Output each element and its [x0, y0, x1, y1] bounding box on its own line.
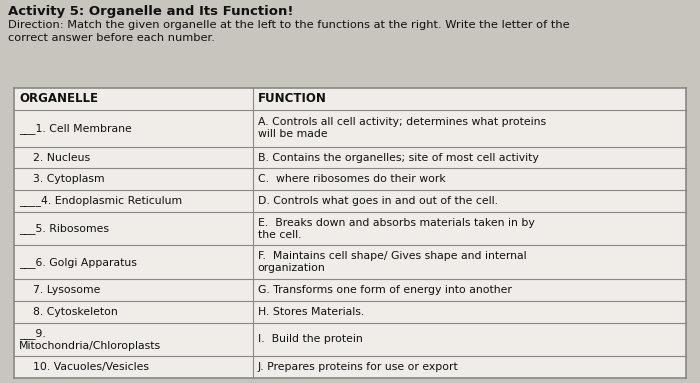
Text: F.  Maintains cell shape/ Gives shape and internal
organization: F. Maintains cell shape/ Gives shape and… [258, 251, 526, 273]
Text: ___9.
Mitochondria/Chloroplasts: ___9. Mitochondria/Chloroplasts [19, 328, 161, 351]
Text: 3. Cytoplasm: 3. Cytoplasm [19, 174, 104, 184]
Text: C.  where ribosomes do their work: C. where ribosomes do their work [258, 174, 445, 184]
Text: G. Transforms one form of energy into another: G. Transforms one form of energy into an… [258, 285, 512, 295]
Text: ___6. Golgi Apparatus: ___6. Golgi Apparatus [19, 257, 137, 268]
Text: Activity 5: Organelle and Its Function!: Activity 5: Organelle and Its Function! [8, 5, 293, 18]
Text: 7. Lysosome: 7. Lysosome [19, 285, 100, 295]
Text: ORGANELLE: ORGANELLE [19, 92, 98, 105]
Text: D. Controls what goes in and out of the cell.: D. Controls what goes in and out of the … [258, 196, 498, 206]
Text: B. Contains the organelles; site of most cell activity: B. Contains the organelles; site of most… [258, 152, 538, 162]
Text: Direction: Match the given organelle at the left to the functions at the right. : Direction: Match the given organelle at … [8, 20, 570, 30]
Bar [14, 88, 686, 378]
Text: ___5. Ribosomes: ___5. Ribosomes [19, 223, 109, 234]
Text: correct answer before each number.: correct answer before each number. [8, 33, 215, 43]
Text: H. Stores Materials.: H. Stores Materials. [258, 307, 364, 317]
Text: I.  Build the protein: I. Build the protein [258, 334, 363, 344]
Text: FUNCTION: FUNCTION [258, 92, 326, 105]
Text: 8. Cytoskeleton: 8. Cytoskeleton [19, 307, 118, 317]
Text: A. Controls all cell activity; determines what proteins
will be made: A. Controls all cell activity; determine… [258, 117, 546, 139]
Text: 10. Vacuoles/Vesicles: 10. Vacuoles/Vesicles [19, 362, 149, 372]
Text: E.  Breaks down and absorbs materials taken in by
the cell.: E. Breaks down and absorbs materials tak… [258, 218, 534, 240]
Text: 2. Nucleus: 2. Nucleus [19, 152, 90, 162]
Text: J. Prepares proteins for use or export: J. Prepares proteins for use or export [258, 362, 459, 372]
Text: ____4. Endoplasmic Reticulum: ____4. Endoplasmic Reticulum [19, 195, 182, 206]
Text: ___1. Cell Membrane: ___1. Cell Membrane [19, 123, 132, 134]
